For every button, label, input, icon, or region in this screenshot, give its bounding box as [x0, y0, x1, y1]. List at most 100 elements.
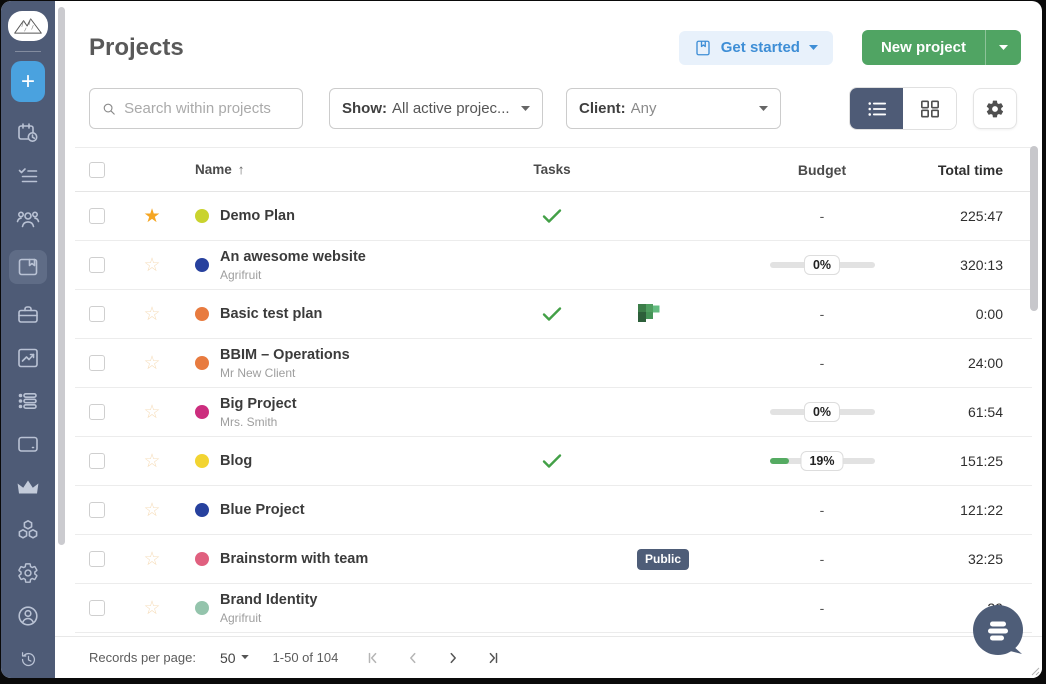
- select-all-checkbox[interactable]: [89, 161, 105, 178]
- sidebar-divider: [15, 51, 41, 52]
- star-outline-icon[interactable]: ☆: [143, 254, 161, 276]
- budget-empty-dash: -: [819, 208, 825, 224]
- previous-page-button[interactable]: [406, 651, 420, 665]
- next-page-button[interactable]: [446, 651, 460, 665]
- row-checkbox[interactable]: [89, 600, 105, 616]
- sidebar-item-profile[interactable]: [9, 604, 47, 628]
- project-name[interactable]: Blue Project: [220, 502, 305, 518]
- search-input[interactable]: [124, 100, 292, 117]
- left-scrollbar-thumb[interactable]: [58, 7, 65, 545]
- show-filter-value: All active projec...: [392, 100, 510, 117]
- chat-launcher-button[interactable]: [970, 602, 1028, 660]
- row-checkbox[interactable]: [89, 453, 105, 469]
- table-row[interactable]: ☆ Blue Project - 121:22: [75, 486, 1032, 535]
- row-checkbox[interactable]: [89, 257, 105, 273]
- page-size-value: 50: [219, 649, 236, 666]
- client-name: Mr New Client: [220, 365, 296, 380]
- total-time-value: 61:54: [967, 404, 1003, 420]
- sidebar-item-clients[interactable]: [9, 303, 47, 327]
- row-checkbox[interactable]: [89, 355, 105, 371]
- sidebar-item-history[interactable]: [9, 647, 47, 671]
- crown-icon: [15, 476, 41, 498]
- total-time-column-header[interactable]: Total time: [937, 161, 1003, 178]
- chart-icon: [16, 346, 40, 370]
- chevron-down-icon: [808, 44, 818, 50]
- table-header-row: Name ↑ Tasks Budget Total time: [75, 147, 1032, 192]
- table-row[interactable]: ☆ An awesome website Agrifruit 0% 320:13: [75, 241, 1032, 290]
- sidebar-item-tasks[interactable]: [9, 164, 47, 188]
- resize-handle[interactable]: [1030, 666, 1040, 676]
- budget-column-header[interactable]: Budget: [797, 161, 847, 178]
- user-circle-icon: [16, 604, 40, 628]
- total-time-value: 0:00: [975, 306, 1003, 322]
- table-row[interactable]: ☆ Big Project Mrs. Smith 0% 61:54: [75, 388, 1032, 437]
- star-outline-icon[interactable]: ☆: [143, 548, 161, 570]
- sidebar-item-upgrade[interactable]: [9, 475, 47, 499]
- sidebar-item-projects[interactable]: [9, 250, 47, 284]
- row-checkbox[interactable]: [89, 551, 105, 567]
- table-row[interactable]: ★ Demo Plan - 225:47: [75, 192, 1032, 241]
- projects-folder-icon: [16, 255, 40, 279]
- project-name[interactable]: Demo Plan: [220, 208, 295, 224]
- budget-percent-label: 0%: [803, 402, 841, 422]
- project-name[interactable]: Blog: [220, 453, 253, 469]
- table-row[interactable]: ☆ BBIM – Operations Mr New Client - 24:00: [75, 339, 1032, 388]
- new-project-button[interactable]: New project: [862, 30, 985, 65]
- sort-ascending-icon: ↑: [237, 162, 245, 177]
- client-filter-dropdown[interactable]: Client: Any: [566, 88, 781, 129]
- workspace-logo[interactable]: [8, 11, 48, 41]
- page-size-dropdown[interactable]: 50: [220, 650, 249, 666]
- sidebar-item-schedule[interactable]: [9, 121, 47, 145]
- star-outline-icon[interactable]: ☆: [143, 450, 161, 472]
- star-outline-icon[interactable]: ☆: [143, 499, 161, 521]
- first-page-button[interactable]: [366, 651, 380, 665]
- chevron-down-icon: [759, 105, 768, 111]
- table-settings-button[interactable]: [973, 88, 1017, 129]
- sidebar-item-integrations[interactable]: [9, 518, 47, 542]
- star-outline-icon[interactable]: ☆: [143, 303, 161, 325]
- table-row[interactable]: ☆ Basic test plan - 0:00: [75, 290, 1032, 339]
- get-started-button[interactable]: Get started: [678, 30, 833, 65]
- name-header-label: Name: [195, 162, 232, 177]
- project-name[interactable]: Big Project: [220, 395, 297, 412]
- star-outline-icon[interactable]: ☆: [143, 597, 161, 619]
- last-page-button[interactable]: [486, 651, 500, 665]
- project-name[interactable]: BBIM – Operations: [220, 346, 350, 363]
- grid-view-button[interactable]: [903, 88, 956, 129]
- row-checkbox[interactable]: [89, 306, 105, 322]
- sidebar-item-reports[interactable]: [9, 346, 47, 370]
- show-filter-dropdown[interactable]: Show: All active projec...: [329, 88, 543, 129]
- sidebar-item-timesheet[interactable]: [9, 389, 47, 413]
- sidebar-item-expenses[interactable]: [9, 432, 47, 456]
- list-view-icon: [867, 101, 886, 116]
- projects-table: Name ↑ Tasks Budget Total time ★ Demo Pla…: [55, 147, 1042, 636]
- project-name[interactable]: An awesome website: [220, 248, 366, 265]
- project-color-dot: [195, 258, 209, 272]
- row-checkbox[interactable]: [89, 502, 105, 518]
- project-color-dot: [195, 454, 209, 468]
- sidebar-item-settings[interactable]: [9, 561, 47, 585]
- add-button[interactable]: +: [11, 61, 45, 102]
- budget-progress-bar: 0%: [769, 255, 875, 275]
- table-body: ★ Demo Plan - 225:47 ☆ An awesome website Agri…: [55, 192, 1042, 636]
- project-color-dot: [195, 356, 209, 370]
- sidebar-item-team[interactable]: [9, 207, 47, 231]
- table-row[interactable]: ☆ Blog 19% 151:25: [75, 437, 1032, 486]
- team-icon: [15, 207, 41, 231]
- project-name[interactable]: Brand Identity: [220, 591, 318, 608]
- table-row[interactable]: ☆ Brainstorm with team Public - 32:25: [75, 535, 1032, 584]
- right-scrollbar-thumb[interactable]: [1030, 146, 1038, 311]
- name-column-header[interactable]: Name ↑: [175, 162, 477, 177]
- project-name[interactable]: Basic test plan: [220, 306, 323, 322]
- tasks-column-header[interactable]: Tasks: [533, 162, 571, 177]
- star-filled-icon[interactable]: ★: [143, 205, 161, 227]
- project-name[interactable]: Brainstorm with team: [220, 551, 369, 567]
- row-checkbox[interactable]: [89, 404, 105, 420]
- new-project-dropdown-button[interactable]: [985, 30, 1021, 65]
- star-outline-icon[interactable]: ☆: [143, 352, 161, 374]
- budget-empty-dash: -: [819, 355, 825, 371]
- row-checkbox[interactable]: [89, 208, 105, 224]
- star-outline-icon[interactable]: ☆: [143, 401, 161, 423]
- list-view-button[interactable]: [850, 88, 903, 129]
